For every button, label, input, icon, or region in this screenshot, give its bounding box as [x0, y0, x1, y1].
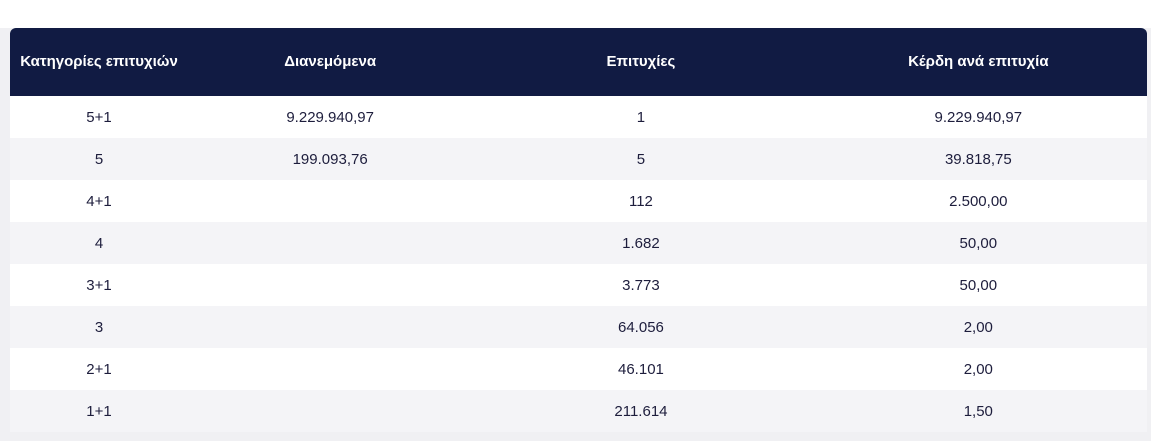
category-cell: 3: [10, 306, 189, 348]
category-cell: 5+1: [10, 96, 189, 138]
category-cell: 2+1: [10, 348, 189, 390]
category-cell: 4+1: [10, 180, 189, 222]
distributed-cell: [188, 306, 473, 348]
table-row: 3 64.056 2,00: [10, 306, 1147, 348]
winners-cell: 3.773: [472, 264, 810, 306]
distributed-cell: [188, 390, 473, 432]
top-strip: [0, 0, 1151, 28]
table-row: 3+1 3.773 50,00: [10, 264, 1147, 306]
winners-cell: 211.614: [472, 390, 810, 432]
table-row: 2+1 46.101 2,00: [10, 348, 1147, 390]
winners-cell: 1: [472, 96, 810, 138]
table-row: 5+1 9.229.940,97 1 9.229.940,97: [10, 96, 1147, 138]
col-header-winnings-per-win: Κέρδη ανά επιτυχία: [809, 28, 1147, 96]
results-table: Κατηγορίες επιτυχιών Διανεμόμενα Επιτυχί…: [10, 28, 1147, 432]
col-header-distributed: Διανεμόμενα: [188, 28, 473, 96]
category-cell: 3+1: [10, 264, 189, 306]
category-cell: 4: [10, 222, 189, 264]
distributed-cell: [188, 180, 473, 222]
category-cell: 5: [10, 138, 189, 180]
winners-cell: 1.682: [472, 222, 810, 264]
winnings-cell: 1,50: [809, 390, 1147, 432]
distributed-cell: 199.093,76: [188, 138, 473, 180]
table-row: 4 1.682 50,00: [10, 222, 1147, 264]
results-card: Κατηγορίες επιτυχιών Διανεμόμενα Επιτυχί…: [10, 28, 1147, 432]
winnings-cell: 50,00: [809, 222, 1147, 264]
winnings-cell: 9.229.940,97: [809, 96, 1147, 138]
distributed-cell: [188, 222, 473, 264]
table-header: Κατηγορίες επιτυχιών Διανεμόμενα Επιτυχί…: [10, 28, 1147, 96]
winners-cell: 64.056: [472, 306, 810, 348]
table-row: 4+1 112 2.500,00: [10, 180, 1147, 222]
winnings-cell: 50,00: [809, 264, 1147, 306]
table-header-row: Κατηγορίες επιτυχιών Διανεμόμενα Επιτυχί…: [10, 28, 1147, 96]
distributed-cell: 9.229.940,97: [188, 96, 473, 138]
winnings-cell: 2.500,00: [809, 180, 1147, 222]
table-body: 5+1 9.229.940,97 1 9.229.940,97 5 199.09…: [10, 96, 1147, 432]
winners-cell: 5: [472, 138, 810, 180]
table-row: 1+1 211.614 1,50: [10, 390, 1147, 432]
col-header-categories: Κατηγορίες επιτυχιών: [10, 28, 189, 96]
table-row: 5 199.093,76 5 39.818,75: [10, 138, 1147, 180]
distributed-cell: [188, 264, 473, 306]
winnings-cell: 2,00: [809, 348, 1147, 390]
winnings-cell: 2,00: [809, 306, 1147, 348]
winners-cell: 46.101: [472, 348, 810, 390]
winnings-cell: 39.818,75: [809, 138, 1147, 180]
winners-cell: 112: [472, 180, 810, 222]
distributed-cell: [188, 348, 473, 390]
col-header-winners: Επιτυχίες: [472, 28, 810, 96]
category-cell: 1+1: [10, 390, 189, 432]
